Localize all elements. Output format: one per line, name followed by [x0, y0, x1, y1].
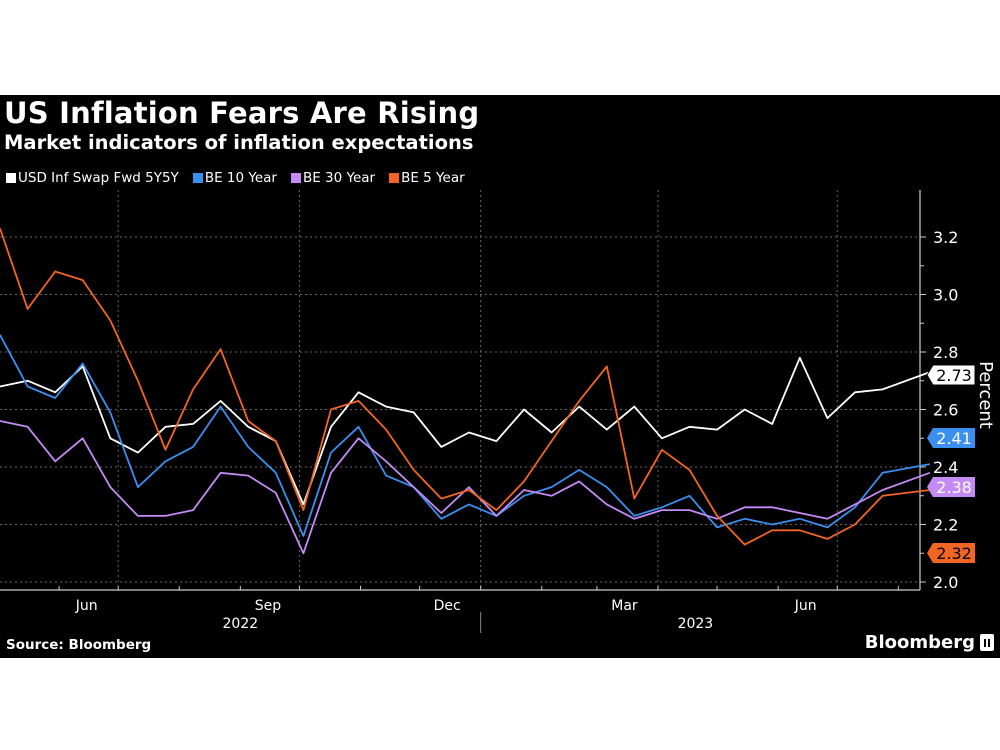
y-tick-label: 2.8 — [933, 343, 958, 362]
bloomberg-mark-icon — [980, 634, 994, 651]
y-tick-label: 2.4 — [933, 458, 958, 477]
legend-item: BE 10 Year — [192, 170, 277, 186]
last-value-text: 2.41 — [936, 429, 972, 448]
last-value-label: 2.73 — [926, 364, 976, 386]
last-value-label: 2.41 — [927, 428, 975, 448]
x-tick-label: Dec — [434, 598, 461, 614]
last-value-text: 2.73 — [936, 366, 972, 385]
x-tick-label: Mar — [611, 598, 638, 614]
legend-label: BE 5 Year — [401, 170, 465, 186]
last-value-tag — [927, 477, 975, 497]
legend-item: USD Inf Swap Fwd 5Y5Y — [6, 170, 179, 186]
y-tick-label: 3.0 — [933, 286, 958, 305]
last-value-text: 2.38 — [936, 478, 972, 497]
x-year-label: 2022 — [223, 616, 259, 632]
legend-swatch — [192, 173, 203, 183]
legend-label: BE 30 Year — [302, 170, 376, 186]
y-tick-label: 2.0 — [933, 573, 958, 592]
series-line-be-30-year — [0, 420, 931, 555]
chart-subtitle: Market indicators of inflation expectati… — [4, 131, 474, 154]
chart-panel — [0, 95, 1000, 658]
x-tick-label: Sep — [255, 598, 282, 614]
legend-label: BE 10 Year — [204, 170, 277, 186]
last-value-text: 2.32 — [936, 544, 972, 563]
legend-label: USD Inf Swap Fwd 5Y5Y — [18, 170, 179, 186]
x-year-label: 2023 — [678, 616, 714, 632]
last-value-tag — [926, 364, 976, 386]
source-note: Source: Bloomberg — [6, 637, 152, 653]
bloomberg-logo: Bloomberg — [865, 632, 994, 653]
last-value-tag — [927, 543, 975, 563]
last-value-tag — [927, 428, 975, 448]
series-line-usd-inf-swap-fwd-5y5y — [0, 356, 931, 506]
last-value-label: 2.38 — [927, 477, 975, 497]
chart-title: US Inflation Fears Are Rising — [4, 96, 480, 130]
series-line-be-5-year — [0, 228, 930, 546]
x-tick-label: Jun — [794, 598, 817, 614]
y-axis-label: Percent — [975, 361, 996, 429]
y-tick-label: 3.2 — [933, 228, 958, 247]
last-value-label: 2.32 — [927, 543, 975, 563]
legend: USD Inf Swap Fwd 5Y5Y BE 10 Year BE 30 Y… — [6, 170, 465, 186]
series-line-be-10-year — [0, 334, 930, 537]
x-tick-label: Jun — [75, 598, 98, 614]
legend-swatch — [290, 173, 301, 183]
legend-item: BE 5 Year — [389, 170, 465, 186]
legend-swatch — [6, 173, 16, 183]
y-tick-label: 2.2 — [933, 516, 958, 535]
legend-swatch — [389, 173, 400, 183]
legend-item: BE 30 Year — [290, 170, 376, 186]
y-tick-label: 2.6 — [933, 401, 958, 420]
brand-name: Bloomberg — [864, 632, 975, 653]
